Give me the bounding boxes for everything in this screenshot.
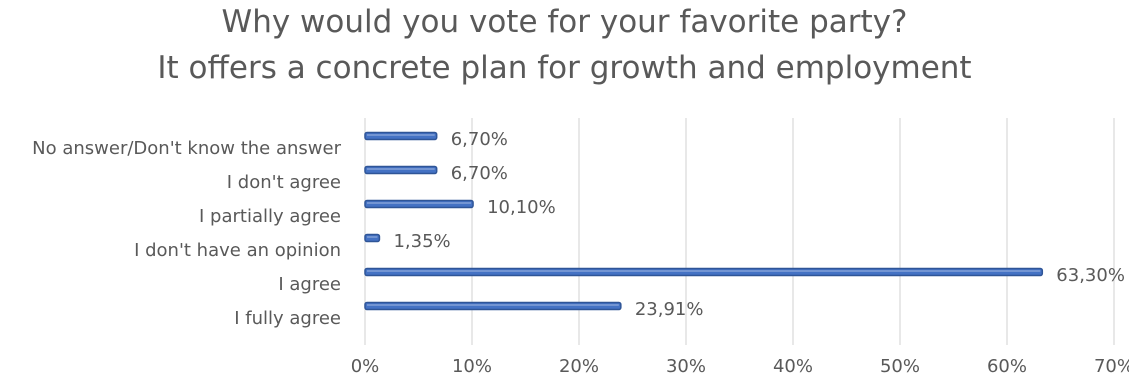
category-label: I partially agree (199, 206, 341, 227)
bar (364, 131, 438, 141)
chart-title-line-1: Why would you vote for your favorite par… (221, 4, 908, 40)
data-label: 6,70% (451, 163, 508, 184)
data-label: 6,70% (451, 129, 508, 150)
chart-title-line-2: It offers a concrete plan for growth and… (157, 50, 972, 86)
category-label: I fully agree (234, 308, 341, 329)
category-label: I don't agree (227, 172, 341, 193)
category-label: I agree (278, 274, 341, 295)
category-label: I don't have an opinion (134, 240, 341, 261)
bar (364, 165, 438, 175)
data-label: 63,30% (1056, 265, 1125, 286)
bar (364, 199, 474, 209)
x-tick-label: 50% (880, 356, 920, 377)
x-tick-label: 30% (666, 356, 706, 377)
bar (364, 267, 1044, 277)
data-label: 23,91% (635, 299, 704, 320)
x-tick-label: 0% (351, 356, 380, 377)
x-tick-label: 20% (559, 356, 599, 377)
category-label: No answer/Don't know the answer (32, 138, 341, 159)
bar (364, 233, 381, 243)
x-tick-label: 10% (452, 356, 492, 377)
data-label: 1,35% (393, 231, 450, 252)
x-tick-label: 70% (1094, 356, 1129, 377)
x-tick-label: 40% (773, 356, 813, 377)
data-label: 10,10% (487, 197, 556, 218)
bar (364, 301, 622, 311)
x-tick-label: 60% (987, 356, 1027, 377)
